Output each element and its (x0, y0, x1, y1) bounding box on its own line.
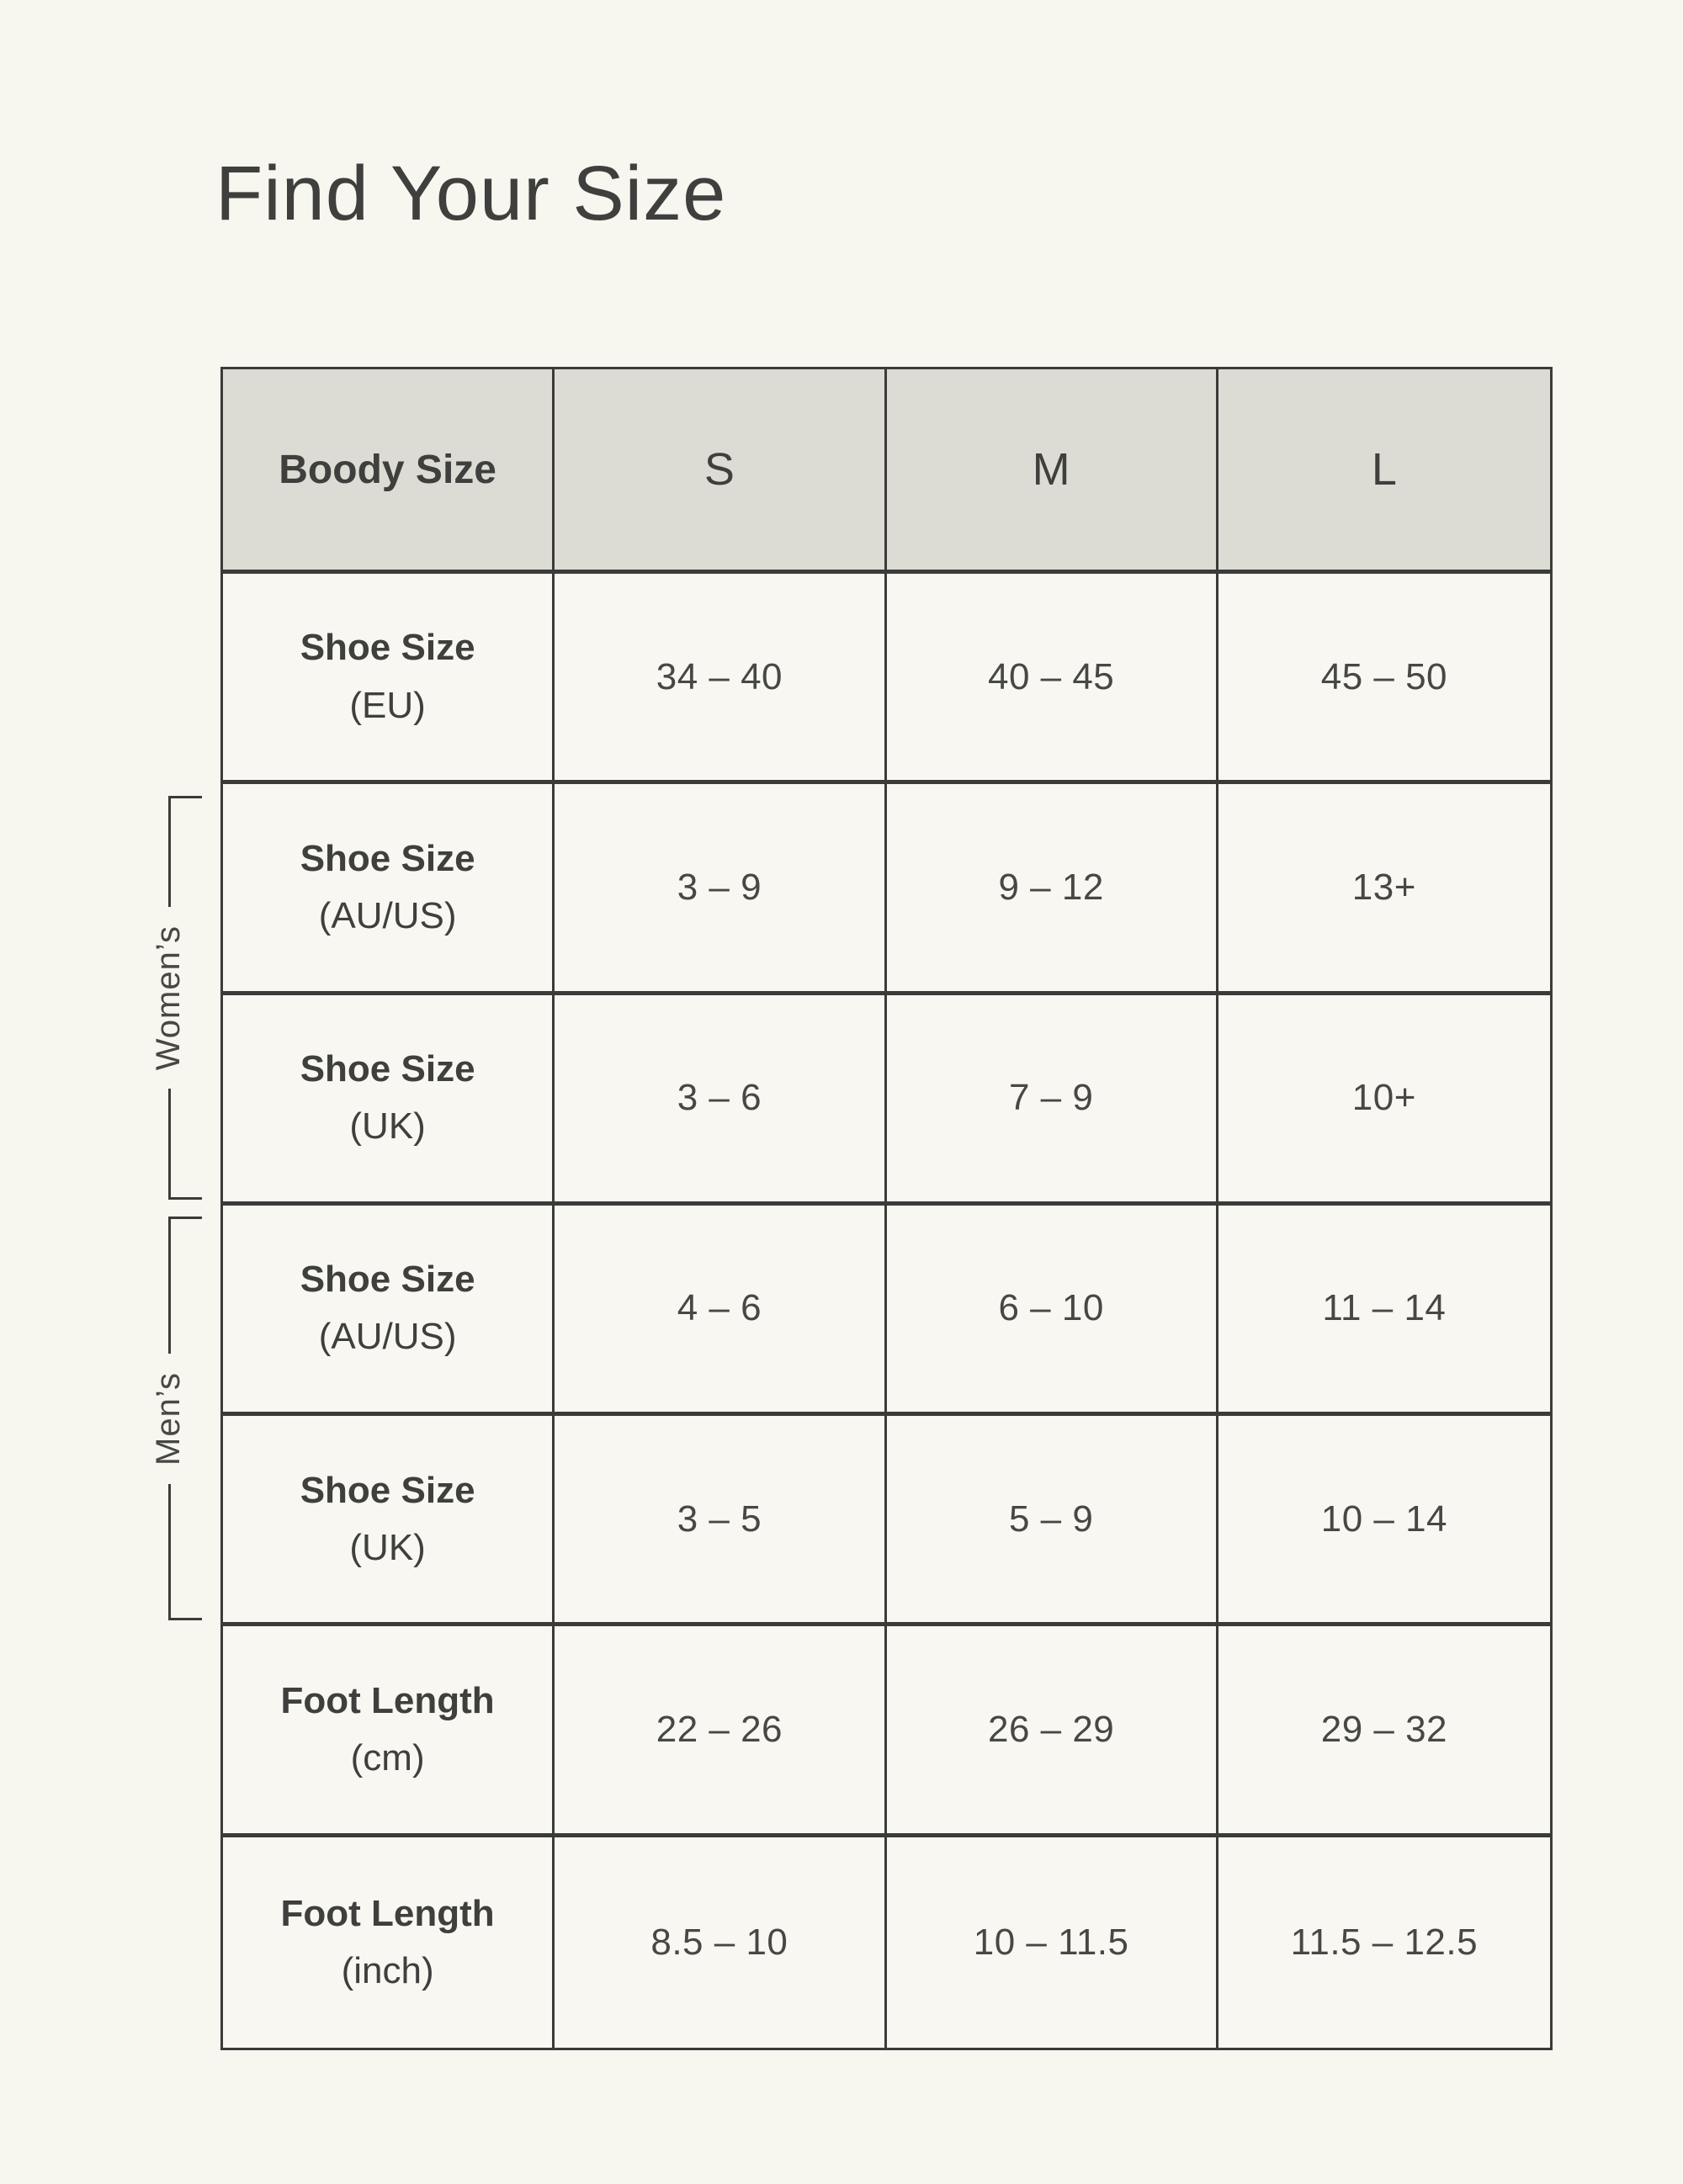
value-womens-uk-l: 10+ (1218, 994, 1550, 1206)
value-mens-auus-l: 11 – 14 (1218, 1205, 1550, 1417)
row-label-womens-shoe-size-uk: Shoe Size (UK) (223, 994, 555, 1206)
row-label-line1: Foot Length (280, 1892, 495, 1934)
row-label-line1: Shoe Size (300, 1048, 475, 1090)
value-cm-l: 29 – 32 (1218, 1626, 1550, 1837)
value-womens-auus-m: 9 – 12 (886, 784, 1218, 995)
value-womens-auus-s: 3 – 9 (555, 784, 887, 995)
row-label-foot-length-inch: Foot Length (inch) (223, 1837, 555, 2048)
row-label-foot-length-cm: Foot Length (cm) (223, 1626, 555, 1837)
row-label-line1: Shoe Size (300, 1469, 475, 1511)
bracket-line-bottom (168, 1089, 202, 1201)
row-label-line2: (UK) (349, 1105, 426, 1148)
row-label-line1: Shoe Size (300, 1259, 475, 1301)
row-label-shoe-size-eu: Shoe Size (EU) (223, 574, 555, 785)
value-mens-uk-s: 3 – 5 (555, 1416, 887, 1627)
value-inch-s: 8.5 – 10 (555, 1837, 887, 2048)
value-inch-l: 11.5 – 12.5 (1218, 1837, 1550, 2048)
bracket-line-top (168, 1217, 202, 1354)
row-label-line2: (UK) (349, 1526, 426, 1568)
bracket-line-bottom (168, 1483, 202, 1621)
value-womens-uk-m: 7 – 9 (886, 994, 1218, 1206)
col-header-boody-size: Boody Size (223, 369, 555, 574)
value-womens-uk-s: 3 – 6 (555, 994, 887, 1206)
value-mens-uk-m: 5 – 9 (886, 1416, 1218, 1627)
bracket-line-top (168, 796, 202, 907)
value-mens-uk-l: 10 – 14 (1218, 1416, 1550, 1627)
value-cm-s: 22 – 26 (555, 1626, 887, 1837)
row-label-womens-shoe-size-auus: Shoe Size (AU/US) (223, 784, 555, 995)
value-womens-auus-l: 13+ (1218, 784, 1550, 995)
mens-group-label: Men’s (149, 1371, 187, 1466)
row-label-line1: Foot Length (280, 1679, 495, 1721)
value-eu-s: 34 – 40 (555, 574, 887, 785)
row-label-mens-shoe-size-auus: Shoe Size (AU/US) (223, 1205, 555, 1417)
value-inch-m: 10 – 11.5 (886, 1837, 1218, 2048)
mens-group-bracket: Men’s (135, 1217, 202, 1621)
row-label-line2: (inch) (341, 1949, 434, 1991)
row-label-line2: (AU/US) (318, 1316, 457, 1358)
value-mens-auus-s: 4 – 6 (555, 1205, 887, 1417)
womens-group-bracket: Women’s (135, 796, 202, 1201)
col-header-size-l: L (1218, 369, 1550, 574)
row-label-line2: (EU) (349, 684, 426, 726)
size-table: Boody Size S M L Shoe Size (EU) 34 – 40 … (220, 367, 1553, 2050)
page-title: Find Your Size (215, 151, 727, 236)
womens-group-label: Women’s (149, 925, 187, 1071)
col-header-size-m: M (886, 369, 1218, 574)
row-label-line2: (cm) (350, 1737, 425, 1779)
value-eu-m: 40 – 45 (886, 574, 1218, 785)
row-label-line1: Shoe Size (300, 837, 475, 879)
value-eu-l: 45 – 50 (1218, 574, 1550, 785)
row-label-mens-shoe-size-uk: Shoe Size (UK) (223, 1416, 555, 1627)
value-cm-m: 26 – 29 (886, 1626, 1218, 1837)
col-header-size-s: S (555, 369, 887, 574)
row-label-line1: Shoe Size (300, 627, 475, 669)
value-mens-auus-m: 6 – 10 (886, 1205, 1218, 1417)
row-label-line2: (AU/US) (318, 894, 457, 936)
